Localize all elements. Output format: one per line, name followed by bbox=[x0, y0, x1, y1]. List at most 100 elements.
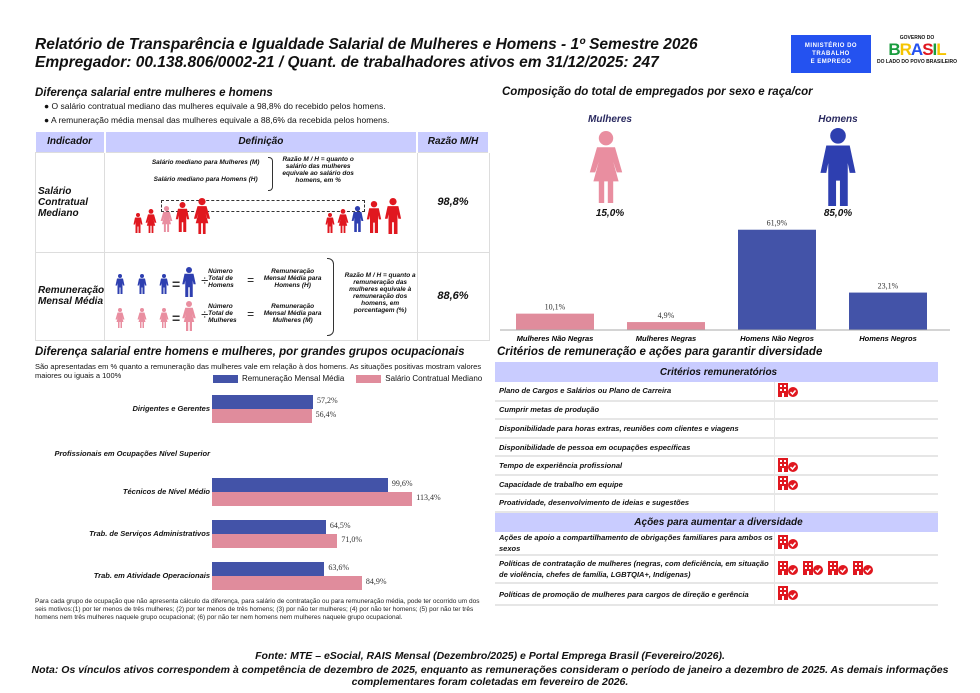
legend-label: Remuneração Mensal Média bbox=[242, 374, 345, 383]
col-razao: Razão M/H bbox=[417, 132, 490, 152]
ocup-category-label: Profissionais em Ocupações Nível Superio… bbox=[54, 449, 210, 458]
acao-label: Políticas de contratação de mulheres (ne… bbox=[495, 555, 774, 585]
criterio-icons bbox=[773, 419, 938, 439]
acao-label: Ações de apoio a compartilhamento de obr… bbox=[495, 532, 774, 557]
acao-row: Ações de apoio a compartilhamento de obr… bbox=[495, 532, 938, 557]
criterio-icons bbox=[773, 382, 938, 402]
building-check-icon bbox=[803, 561, 823, 575]
acao-icons bbox=[773, 532, 938, 557]
ocup-category-label: Trab. em Atividade Operacionais bbox=[93, 571, 210, 580]
governo-logo: GOVERNO DO BRASIL DO LADO DO POVO BRASILEI… bbox=[876, 35, 957, 65]
comp-bar-label: 23,1% bbox=[878, 282, 899, 291]
rem-homens: Remuneração Mensal Média para Homens (H) bbox=[263, 267, 322, 289]
indicator-table: Indicador Definição Razão M/H Salário Cont… bbox=[34, 132, 490, 341]
comp-category-label: Mulheres Não Negras bbox=[517, 334, 594, 343]
people-icons bbox=[133, 197, 402, 234]
footer-nota: Nota: Os vínculos ativos correspondem à … bbox=[31, 664, 949, 688]
m-label: Salário mediano para Mulheres (M) bbox=[151, 158, 260, 166]
ocup-bar bbox=[212, 576, 362, 590]
acao-label: Políticas de promoção de mulheres para c… bbox=[495, 583, 774, 607]
rem-mulheres: Remuneração Mensal Média para Mulheres (… bbox=[263, 302, 322, 324]
definicao-salario: Salário mediano para Mulheres (M) Salári… bbox=[104, 151, 418, 253]
ocup-title: Diferença salarial entre homens e mulher… bbox=[35, 346, 465, 358]
mulheres-pct: 15,0% bbox=[595, 208, 625, 219]
ocup-bar bbox=[212, 562, 325, 576]
ocup-bar bbox=[212, 492, 413, 506]
building-check-icon bbox=[853, 561, 873, 575]
equals-sign: = bbox=[247, 306, 255, 321]
ocup-category-label: Dirigentes e Gerentes bbox=[132, 404, 210, 413]
acao-row: Políticas de promoção de mulheres para c… bbox=[495, 583, 938, 607]
criterio-label: Capacidade de trabalho em equipe bbox=[495, 474, 774, 495]
h-label: Salário mediano para Homens (H) bbox=[153, 175, 258, 183]
homens-pct: 85,0% bbox=[823, 208, 853, 219]
ocup-bar bbox=[212, 395, 313, 409]
building-check-icon bbox=[778, 535, 798, 549]
acao-row: Políticas de contratação de mulheres (ne… bbox=[495, 555, 938, 585]
legend-label: Salário Contratual Mediano bbox=[385, 374, 483, 383]
razao-salario: 98,8% bbox=[416, 151, 490, 253]
criterio-row: Disponibilidade para horas extras, reuni… bbox=[495, 419, 938, 439]
comp-bar-label: 4,9% bbox=[658, 311, 675, 320]
comp-category-label: Mulheres Negras bbox=[636, 334, 696, 343]
ocup-bar-label: 57,2% bbox=[317, 396, 338, 405]
comp-category-label: Homens Não Negros bbox=[740, 334, 814, 343]
ocup-bar bbox=[212, 534, 338, 548]
indicador-salario: Salário Contratual Mediano bbox=[34, 151, 106, 253]
composicao-title: Composição do total de empregados por se… bbox=[502, 86, 813, 98]
footer-fonte: Fonte: MTE – eSocial, RAIS Mensal (Dezem… bbox=[255, 650, 725, 662]
ocup-bar bbox=[212, 478, 388, 492]
brace bbox=[268, 156, 274, 191]
man-icon bbox=[820, 128, 856, 206]
legend-swatch-pink bbox=[356, 374, 382, 383]
ocup-bar-label: 71,0% bbox=[341, 535, 363, 544]
building-check-icon bbox=[778, 586, 798, 600]
people-equation-icons: = = bbox=[115, 266, 196, 331]
criterio-label: Tempo de experiência profissional bbox=[495, 456, 774, 476]
criterio-row: Cumprir metas de produção bbox=[495, 400, 938, 421]
criterio-label: Proatividade, desenvolvimento de ideias … bbox=[495, 493, 774, 514]
criterio-icons bbox=[773, 493, 938, 514]
svg-text:=: = bbox=[172, 310, 180, 326]
comp-bar bbox=[627, 322, 705, 330]
acao-icons bbox=[773, 583, 938, 607]
comp-bar-label: 10,1% bbox=[545, 303, 566, 312]
homens-label: Homens bbox=[818, 114, 858, 125]
building-check-icon bbox=[778, 383, 798, 397]
building-check-icon bbox=[778, 458, 798, 472]
definicao-remuneracao: = = ÷ ÷ Número Total de Homens Número To… bbox=[104, 251, 418, 341]
woman-icon bbox=[589, 131, 623, 203]
razao-remuneracao: 88,6% bbox=[416, 251, 490, 341]
ocup-subtitle: São apresentadas em % quanto a remuneraç… bbox=[35, 362, 482, 380]
ocup-category-label: Técnicos de Nível Médio bbox=[122, 487, 210, 496]
criterio-icons bbox=[773, 400, 938, 421]
legend-swatch-blue bbox=[213, 374, 238, 383]
building-check-icon bbox=[778, 476, 798, 490]
comp-bar-label: 61,9% bbox=[767, 220, 788, 228]
comp-category-label: Homens Negros bbox=[859, 334, 917, 343]
indicador-remuneracao: Remuneração Mensal Média bbox=[34, 251, 106, 341]
ocup-category-label: Trab. de Serviços Administrativos bbox=[89, 529, 210, 538]
employer-subtitle: Empregador: 00.138.806/0002-21 / Quant. … bbox=[35, 54, 659, 71]
composicao-chart: 10,1% Mulheres Não Negras 4,9% Mulheres Neg… bbox=[500, 220, 950, 343]
ocup-bar-label: 63,6% bbox=[328, 563, 349, 572]
criterios-title: Critérios de remuneração e ações para ga… bbox=[497, 346, 823, 358]
mulheres-label: Mulheres bbox=[588, 114, 632, 125]
criterio-label: Cumprir metas de produção bbox=[495, 400, 774, 421]
legend: Remuneração Mensal Média Salário Contrat… bbox=[213, 374, 482, 383]
num-mulheres: Número Total de Mulheres bbox=[208, 302, 237, 324]
ocup-bar bbox=[212, 409, 312, 423]
brace bbox=[327, 257, 335, 336]
criterio-icons bbox=[773, 474, 938, 495]
criterios-header: Critérios remuneratórios bbox=[495, 362, 938, 382]
bullet-1: ● O salário contratual mediano das mulhe… bbox=[44, 101, 386, 111]
svg-text:=: = bbox=[172, 276, 180, 292]
comp-bar bbox=[849, 292, 927, 330]
ocup-note: Para cada grupo de ocupação que não apre… bbox=[35, 598, 480, 621]
building-check-icon bbox=[828, 561, 848, 575]
ocup-bar-label: 113,4% bbox=[416, 493, 441, 502]
criterio-row: Disponibilidade de pessoa em ocupações e… bbox=[495, 437, 938, 458]
criterio-row: Tempo de experiência profissional bbox=[495, 456, 938, 476]
criterio-icons bbox=[773, 456, 938, 476]
divide-icon: ÷ bbox=[201, 272, 209, 288]
